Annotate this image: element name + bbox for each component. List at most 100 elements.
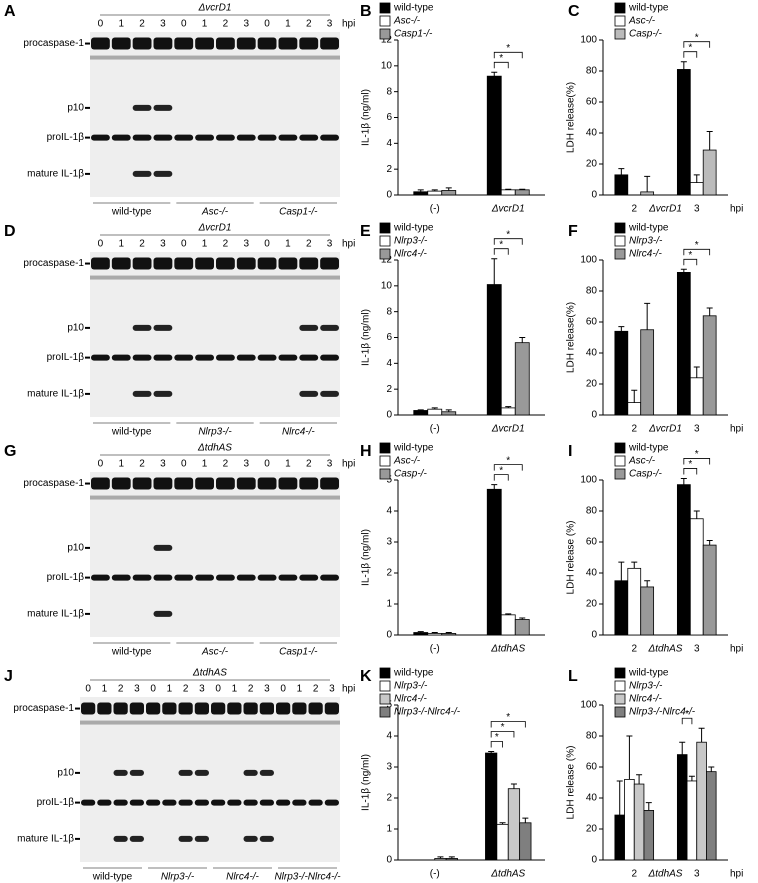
y-tick-label: 2 xyxy=(386,164,392,175)
panel-letter: J xyxy=(4,668,13,685)
bar xyxy=(413,191,429,196)
error-bar xyxy=(431,632,438,634)
legend-swatch xyxy=(379,28,391,40)
band xyxy=(299,574,319,581)
band xyxy=(278,354,298,361)
band xyxy=(195,477,214,490)
y-tick-label: 3 xyxy=(386,537,392,548)
sig-bracket xyxy=(683,51,698,58)
legend-label: Nlrp3-/- xyxy=(629,236,663,247)
group-label: Nlrc4-/- xyxy=(282,427,315,438)
legend-swatch xyxy=(614,28,626,40)
legend-label: Nlrc4-/- xyxy=(394,694,427,705)
error-bar xyxy=(680,477,687,485)
band xyxy=(278,134,298,141)
band xyxy=(132,257,152,270)
band xyxy=(211,702,226,715)
y-tick-label: 20 xyxy=(586,159,598,170)
band xyxy=(111,257,131,270)
error-bar xyxy=(698,727,705,743)
bar xyxy=(702,315,717,416)
band xyxy=(174,37,194,50)
y-tick-label: 4 xyxy=(386,358,392,369)
band xyxy=(162,799,177,806)
band xyxy=(178,835,193,842)
band xyxy=(278,37,298,50)
legend-label: Asc-/- xyxy=(628,456,656,467)
band xyxy=(174,477,194,490)
bar xyxy=(445,858,458,861)
group-label: Nlrc4-/- xyxy=(226,872,259,883)
band xyxy=(132,574,152,581)
error-bar xyxy=(706,130,713,151)
x-unit: hpi xyxy=(730,869,743,880)
smear xyxy=(90,275,340,280)
y-label: LDH release (%) xyxy=(566,746,577,820)
error-bar xyxy=(417,631,424,633)
lane-label: 2 xyxy=(183,684,189,695)
y-tick-label: 2 xyxy=(386,384,392,395)
x-tick-label: ΔtdhAS xyxy=(490,644,525,655)
y-tick-label: 100 xyxy=(580,255,597,266)
sig-star: * xyxy=(688,250,692,261)
bar xyxy=(514,189,530,196)
band xyxy=(153,104,173,111)
bar xyxy=(676,754,688,861)
legend-swatch xyxy=(614,706,626,718)
lane-label: 0 xyxy=(215,684,221,695)
x-tick-label: 3 xyxy=(694,869,700,880)
x-tick-label: (-) xyxy=(430,644,440,655)
error-bar xyxy=(417,189,424,192)
y-tick-label: 10 xyxy=(381,60,393,71)
band xyxy=(91,354,110,361)
sig-star: * xyxy=(506,43,510,54)
panel-letter: G xyxy=(4,443,16,460)
bar xyxy=(640,191,655,196)
x-tick-label: ΔvcrD1 xyxy=(491,204,525,215)
band xyxy=(278,574,298,581)
band xyxy=(257,37,277,50)
lane-label: 0 xyxy=(181,19,187,30)
band xyxy=(111,354,131,361)
lane-label: 3 xyxy=(243,19,249,30)
blot-title: ΔtdhAS xyxy=(192,668,227,679)
y-tick-label: 4 xyxy=(386,731,392,742)
error-bar xyxy=(431,189,438,192)
error-bar xyxy=(644,175,651,192)
sig-bracket xyxy=(683,248,711,256)
y-tick-label: 6 xyxy=(386,332,392,343)
error-bar xyxy=(431,407,438,410)
bar xyxy=(643,810,655,861)
bar xyxy=(514,342,530,416)
blot-title: ΔtdhAS xyxy=(197,443,232,454)
error-bar xyxy=(645,802,652,811)
y-tick-label: 100 xyxy=(580,700,597,711)
band xyxy=(153,324,173,331)
band xyxy=(216,574,235,581)
panel-letter: L xyxy=(568,668,578,685)
band xyxy=(194,835,209,842)
band xyxy=(97,702,112,715)
error-bar xyxy=(680,268,687,273)
y-tick-label: 40 xyxy=(586,348,598,359)
sig-star: * xyxy=(501,722,505,733)
y-tick-label: 20 xyxy=(586,379,598,390)
row-label: p10 xyxy=(57,768,74,779)
sig-bracket xyxy=(493,51,523,59)
bar xyxy=(706,771,717,861)
lane-label: 0 xyxy=(280,684,286,695)
sig-bracket xyxy=(493,464,523,471)
y-tick-label: 80 xyxy=(586,506,598,517)
band xyxy=(320,390,339,397)
bar xyxy=(486,488,502,636)
band xyxy=(236,37,256,50)
legend-label: wild-type xyxy=(628,668,669,679)
y-tick-label: 60 xyxy=(586,537,598,548)
band xyxy=(174,574,194,581)
x-tick-label: 2 xyxy=(631,869,637,880)
lane-label: 3 xyxy=(327,459,333,470)
band xyxy=(259,799,274,806)
y-tick-label: 20 xyxy=(586,824,598,835)
x-tick-label: 3 xyxy=(694,424,700,435)
band xyxy=(174,354,194,361)
